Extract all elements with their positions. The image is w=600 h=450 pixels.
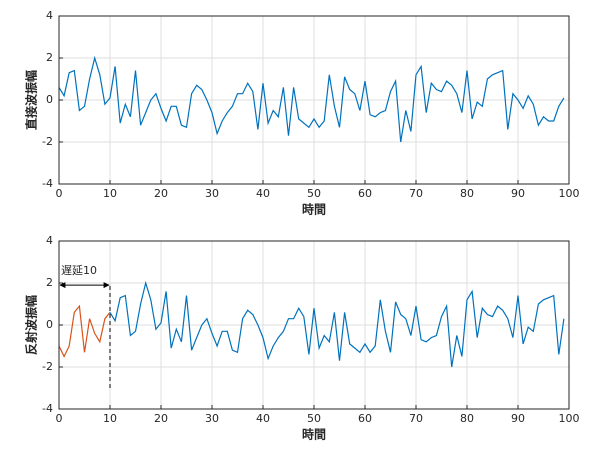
- y-tick-label: 2: [46, 51, 53, 64]
- x-tick-label: 70: [409, 412, 423, 425]
- x-tick-label: 20: [154, 187, 168, 200]
- x-tick-label: 10: [103, 187, 117, 200]
- x-tick-label: 100: [559, 187, 580, 200]
- y-tick-label: -2: [42, 135, 53, 148]
- axes-box: [58, 15, 570, 185]
- annotation-text: 遅延10: [61, 264, 97, 277]
- x-tick-label: 60: [358, 187, 372, 200]
- x-tick-label: 60: [358, 412, 372, 425]
- x-tick-label: 30: [205, 412, 219, 425]
- data-line: [109, 280, 565, 368]
- x-tick-label: 50: [307, 187, 321, 200]
- x-tick-label: 20: [154, 412, 168, 425]
- x-tick-label: 10: [103, 412, 117, 425]
- y-tick-label: 0: [46, 318, 53, 331]
- x-axis-label: 時間: [302, 202, 326, 217]
- x-tick-label: 0: [56, 412, 63, 425]
- x-axis-label: 時間: [302, 427, 326, 442]
- x-tick-label: 70: [409, 187, 423, 200]
- data-line: [58, 55, 565, 143]
- x-tick-label: 30: [205, 187, 219, 200]
- y-tick-label: 0: [46, 93, 53, 106]
- x-tick-label: 80: [460, 187, 474, 200]
- y-axis-label: 直接波振幅: [24, 70, 39, 130]
- x-tick-label: 40: [256, 187, 270, 200]
- x-tick-label: 100: [559, 412, 580, 425]
- x-tick-label: 40: [256, 412, 270, 425]
- y-tick-label: -4: [42, 177, 53, 190]
- data-line: [58, 304, 111, 358]
- y-tick-label: 4: [46, 9, 53, 22]
- y-tick-label: 2: [46, 276, 53, 289]
- y-tick-label: -2: [42, 360, 53, 373]
- x-tick-label: 90: [511, 412, 525, 425]
- x-tick-label: 0: [56, 187, 63, 200]
- x-tick-label: 50: [307, 412, 321, 425]
- x-tick-label: 80: [460, 412, 474, 425]
- y-tick-label: 4: [46, 234, 53, 247]
- y-tick-label: -4: [42, 402, 53, 415]
- x-tick-label: 90: [511, 187, 525, 200]
- axes-box: [58, 240, 570, 410]
- y-axis-label: 反射波振幅: [24, 295, 39, 355]
